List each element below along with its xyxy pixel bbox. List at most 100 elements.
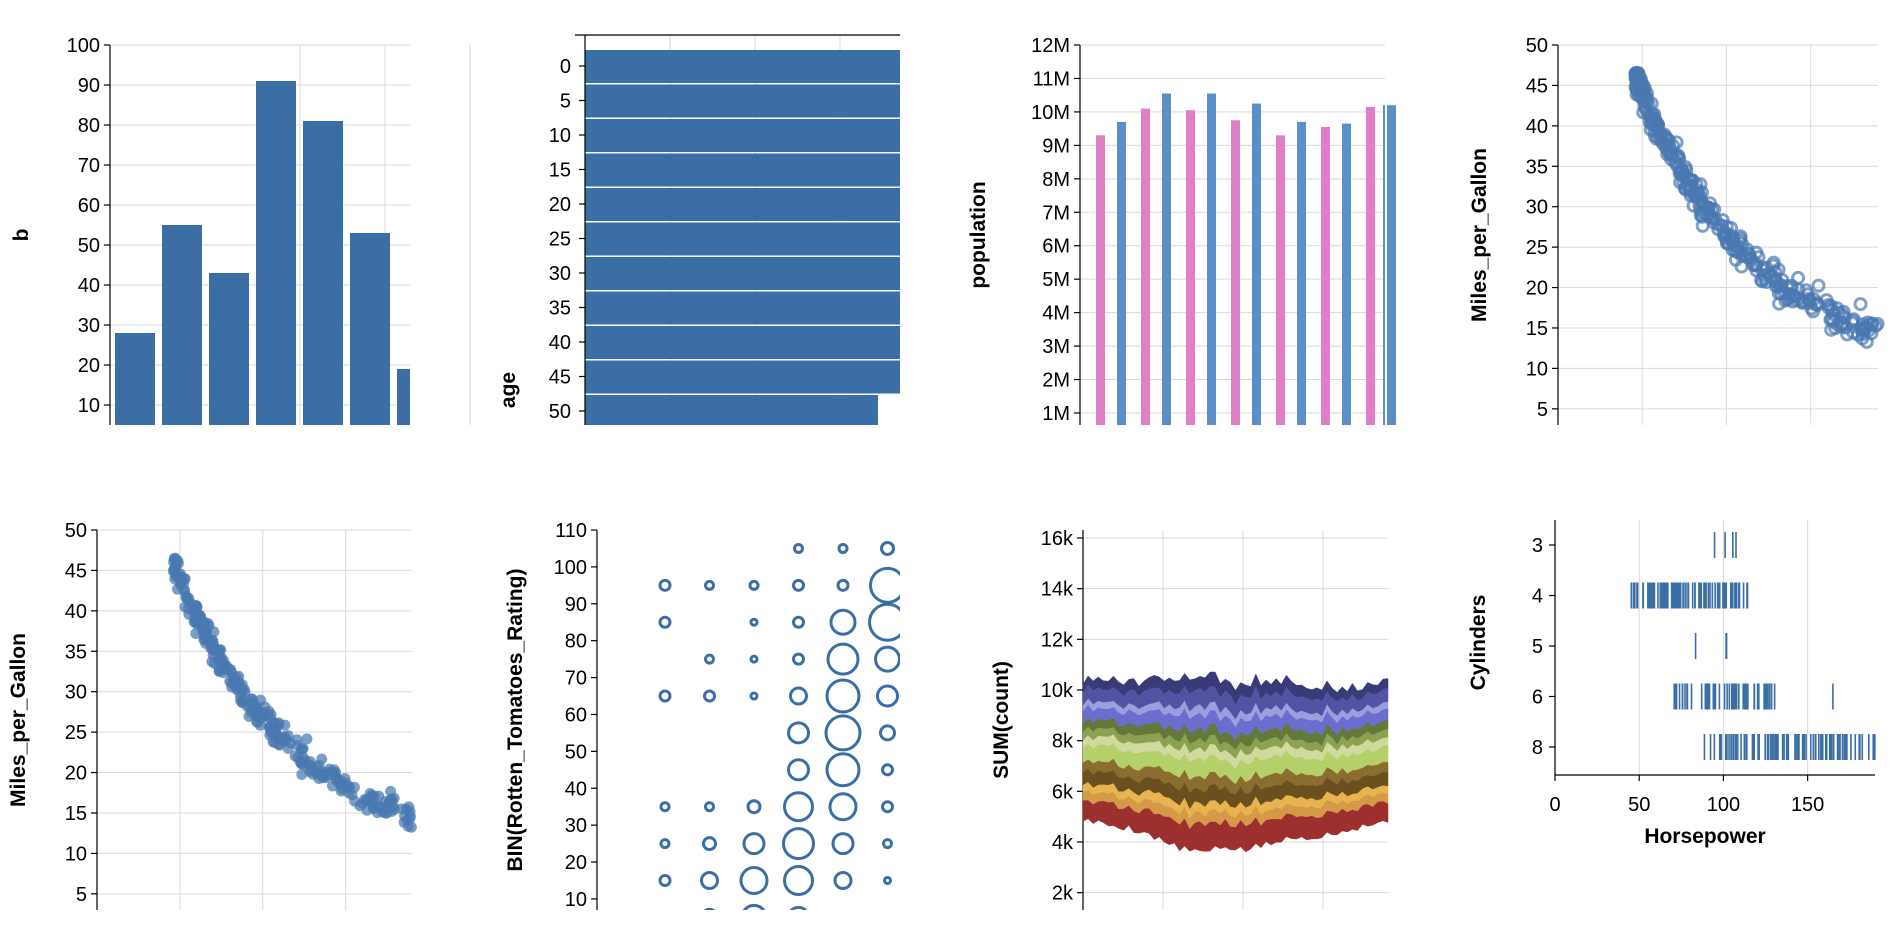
y-tick-label: 10 <box>549 125 571 147</box>
point <box>1864 316 1879 331</box>
point <box>1629 72 1644 87</box>
bar <box>585 50 900 83</box>
bubble <box>792 615 805 629</box>
y-tick-label: 50 <box>565 741 587 763</box>
point <box>213 655 225 667</box>
bubble <box>841 909 845 910</box>
bar-female <box>1096 135 1105 425</box>
y-tick-label: 45 <box>65 560 87 582</box>
point <box>1791 270 1806 285</box>
bubble <box>885 914 891 920</box>
point <box>170 560 182 572</box>
bubble <box>787 758 810 782</box>
bar <box>585 188 900 221</box>
bar-male <box>1162 93 1171 425</box>
y-tick-label: 15 <box>65 803 87 825</box>
y-tick-label: 10 <box>1526 358 1548 380</box>
point <box>1704 210 1719 225</box>
y-tick-label: 50 <box>78 235 100 257</box>
bar-male <box>1207 93 1216 425</box>
bubble <box>658 578 672 592</box>
point <box>1830 301 1845 316</box>
bubble <box>749 691 759 701</box>
bubble <box>836 578 850 592</box>
bubble <box>789 905 808 910</box>
bubble <box>881 763 894 777</box>
y-axis-title: population <box>967 181 990 288</box>
bubble <box>702 836 717 852</box>
bar-male <box>1297 121 1306 425</box>
y-tick-label: 20 <box>78 355 100 377</box>
y-axis-title: Miles_per_Gallon <box>7 633 30 807</box>
point <box>1695 218 1710 233</box>
y-axis-title: Miles_per_Gallon <box>1468 148 1491 322</box>
bar <box>585 257 900 290</box>
bubble <box>868 602 900 642</box>
point <box>1636 88 1651 103</box>
y-axis-title: age <box>497 372 520 408</box>
y-tick-label: 10 <box>565 889 587 911</box>
y-tick-label: 30 <box>549 263 571 285</box>
y-tick-label: 35 <box>1526 156 1548 178</box>
y-tick-label: 60 <box>565 704 587 726</box>
bar <box>350 233 390 425</box>
bar <box>585 395 878 425</box>
bubble <box>748 579 760 591</box>
y-tick-label: 40 <box>1526 116 1548 138</box>
y-tick-label: 14k <box>1041 579 1074 601</box>
bar-male <box>1383 105 1385 425</box>
y-tick-label: 6k <box>1052 781 1074 803</box>
point <box>233 676 245 688</box>
y-tick-label: 4M <box>1042 303 1070 325</box>
bubble <box>874 645 900 673</box>
point <box>396 803 408 815</box>
y-tick-label: 5 <box>1537 399 1548 421</box>
y-tick-label: 7M <box>1042 202 1070 224</box>
bar-female <box>1141 108 1150 426</box>
y-tick-label: 30 <box>1526 197 1548 219</box>
bar-female <box>1276 135 1285 425</box>
bubble <box>869 566 900 604</box>
bubble <box>749 654 759 664</box>
bubble <box>749 617 759 627</box>
x-tick-label: 150 <box>1791 794 1824 816</box>
point <box>1678 160 1693 175</box>
y-tick-label: 10 <box>78 395 100 417</box>
bubble <box>879 724 896 742</box>
bar-male <box>1342 123 1351 426</box>
y-tick-label: 8k <box>1052 731 1074 753</box>
y-tick-label: 12M <box>1031 35 1070 57</box>
point <box>1645 116 1660 131</box>
point <box>348 781 360 793</box>
stream-layer <box>1082 671 1389 705</box>
y-tick-label: 20 <box>565 852 587 874</box>
y-axis-title: SUM(count) <box>990 661 1013 779</box>
bubble <box>783 864 814 896</box>
y-tick-label: 50 <box>1526 35 1548 57</box>
bubble <box>793 542 804 554</box>
y-tick-label: 35 <box>549 298 571 320</box>
y-tick-label: 12k <box>1041 629 1074 651</box>
bubble <box>828 792 858 822</box>
bubble <box>742 832 766 856</box>
y-tick-label: 5 <box>560 91 571 113</box>
y-tick-label: 20 <box>1526 278 1548 300</box>
y-tick-label: 15 <box>1526 318 1548 340</box>
y-tick-label: 80 <box>78 115 100 137</box>
point <box>1665 148 1680 163</box>
bar <box>162 225 202 425</box>
point <box>313 759 325 771</box>
bubble <box>704 653 715 665</box>
bubble <box>742 903 766 910</box>
y-axis-title: Cylinders <box>1467 595 1490 691</box>
y-tick-label: 9M <box>1042 135 1070 157</box>
y-tick-label: 40 <box>549 332 571 354</box>
point <box>198 616 210 628</box>
bubble <box>792 578 805 592</box>
bar-female <box>1231 120 1240 425</box>
bubble <box>704 801 715 813</box>
point <box>404 810 416 822</box>
x-tick-label: 50 <box>1628 794 1650 816</box>
point <box>1754 273 1769 288</box>
y-tick-label: 6 <box>1532 687 1543 709</box>
